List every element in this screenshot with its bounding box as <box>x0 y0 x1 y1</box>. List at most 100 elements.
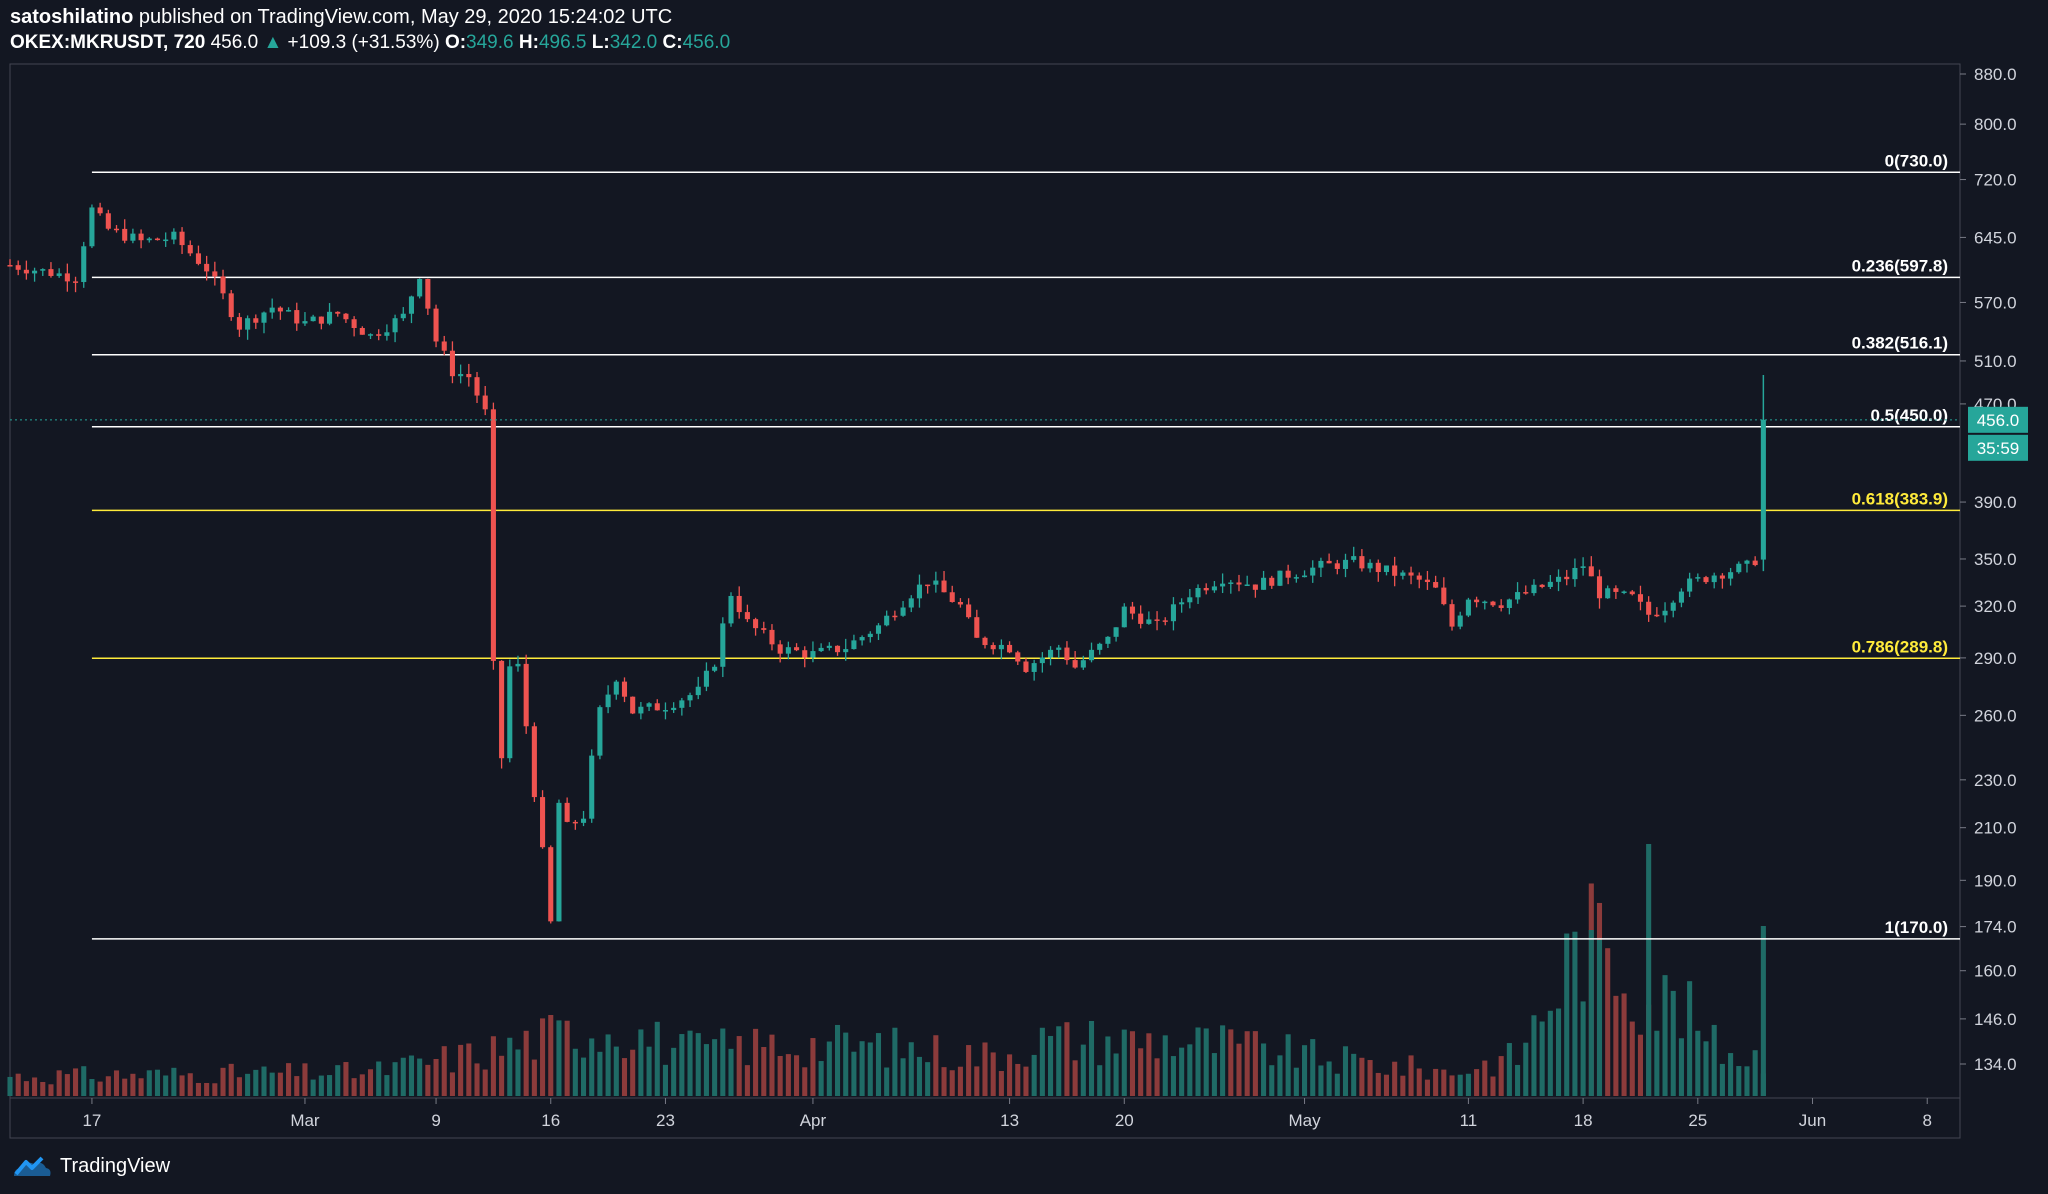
candle-body <box>245 318 251 330</box>
volume-bar <box>1465 1073 1471 1096</box>
volume-bar <box>1613 995 1619 1096</box>
volume-bar <box>261 1066 267 1096</box>
candle-body <box>1752 560 1758 566</box>
volume-bar <box>23 1081 29 1096</box>
candle-body <box>1588 566 1594 577</box>
candle-body <box>1457 615 1463 627</box>
candle-body <box>1400 572 1406 576</box>
candle-body <box>1056 647 1062 650</box>
volume-bar <box>1293 1067 1299 1096</box>
price-axis[interactable]: 880.0800.0720.0645.0570.0510.0470.0390.0… <box>1960 65 2017 1074</box>
volume-bar <box>769 1034 775 1096</box>
volume-bar <box>1121 1029 1127 1096</box>
volume-bar <box>1719 1063 1725 1096</box>
price-tick-label: 720.0 <box>1974 171 2017 190</box>
volume-bar <box>580 1057 587 1096</box>
tradingview-logo[interactable]: TradingView <box>12 1150 170 1182</box>
candle-body <box>1441 587 1447 605</box>
volume-bar <box>310 1079 316 1096</box>
volume-bar <box>163 1075 169 1096</box>
candle-body <box>138 233 144 241</box>
fib-retracement[interactable]: 0(730.0) 0.236(597.8) 0.382(516.1) 0.5(450.… <box>91 151 1960 940</box>
volume-bar <box>1056 1026 1062 1096</box>
price-tick-label: 350.0 <box>1974 550 2017 569</box>
volume-bar <box>720 1028 726 1096</box>
volume-bar <box>1048 1035 1054 1096</box>
candle-body <box>1621 591 1627 593</box>
countdown-tag-label: 35:59 <box>1977 439 2020 458</box>
candle-body <box>1744 560 1750 564</box>
volume-bar <box>1678 1038 1684 1096</box>
candle-body <box>433 308 439 342</box>
candle-body <box>286 310 292 312</box>
volume-bar <box>1474 1069 1480 1096</box>
candle-body <box>425 279 431 309</box>
volume-bar <box>458 1044 464 1096</box>
candle-body <box>1605 588 1611 599</box>
volume-bar <box>335 1065 341 1096</box>
author-name[interactable]: satoshilatino <box>10 6 134 28</box>
candle-body <box>564 802 570 822</box>
symbol-label[interactable]: OKEX:MKRUSDT, 720 <box>10 32 206 53</box>
volume-bar <box>1424 1079 1430 1096</box>
volume-bar <box>1564 933 1570 1096</box>
candle-body <box>1523 592 1529 594</box>
volume-bar <box>548 1014 554 1096</box>
candle-body <box>212 271 218 277</box>
fib-level-label: 1(170.0) <box>1885 918 1948 937</box>
candle-body <box>925 584 931 587</box>
volume-bar <box>1662 975 1668 1096</box>
candle-body <box>32 270 38 274</box>
candle-body <box>785 647 791 654</box>
candle-body <box>1695 577 1701 579</box>
candle-body <box>1031 663 1037 672</box>
candle-body <box>531 726 537 798</box>
candle-body <box>556 802 562 922</box>
volume-bar <box>179 1075 185 1096</box>
candle-body <box>1383 565 1390 573</box>
volume-bar <box>351 1078 357 1096</box>
candle-body <box>1113 627 1119 637</box>
volume-bar <box>245 1073 251 1096</box>
volume-bar <box>515 1049 521 1096</box>
volume-bar <box>753 1028 759 1096</box>
candle-body <box>695 686 701 696</box>
candle-body <box>802 650 808 658</box>
volume-bar <box>1220 1025 1226 1096</box>
time-tick-label: Apr <box>800 1111 827 1130</box>
time-tick-label: May <box>1288 1111 1321 1130</box>
volume-bar <box>15 1073 21 1096</box>
candle-body <box>580 818 587 823</box>
candle-body <box>1326 560 1332 564</box>
volume-bar <box>228 1063 234 1096</box>
price-tick-label: 390.0 <box>1974 493 2017 512</box>
fib-level-label: 0.786(289.8) <box>1852 637 1948 656</box>
candle-body <box>1285 570 1291 578</box>
candle-body <box>1269 577 1275 586</box>
published-text: published on TradingView.com, May 29, 20… <box>138 6 673 28</box>
publish-info: satoshilatino published on TradingView.c… <box>10 6 672 29</box>
volume-bar <box>1703 1041 1709 1096</box>
volume-bar <box>1310 1039 1316 1096</box>
volume-bar <box>482 1069 488 1096</box>
volume-bar <box>1416 1068 1422 1096</box>
volume-bar <box>974 1066 980 1096</box>
plot-area[interactable] <box>9 63 1961 1139</box>
candle-body <box>966 604 972 618</box>
candle-body <box>449 350 455 377</box>
candle-body <box>1170 604 1176 622</box>
volume-bar <box>1711 1024 1717 1096</box>
volume-bar <box>1728 1053 1734 1096</box>
volume-bar <box>1072 1060 1078 1096</box>
volume-bar <box>826 1041 832 1096</box>
time-axis[interactable]: 17 Mar 9 16 23 Apr 13 20 May 11 18 25 Jun 8 <box>82 1098 1932 1130</box>
candle-body <box>269 307 275 313</box>
candle-body <box>1719 575 1725 579</box>
volume-bar <box>1015 1063 1021 1096</box>
candle-body <box>97 207 103 214</box>
volume-bar <box>1261 1043 1267 1096</box>
countdown-tag <box>1968 434 2028 461</box>
volume-bar <box>253 1069 259 1096</box>
volume-bar <box>392 1062 398 1096</box>
